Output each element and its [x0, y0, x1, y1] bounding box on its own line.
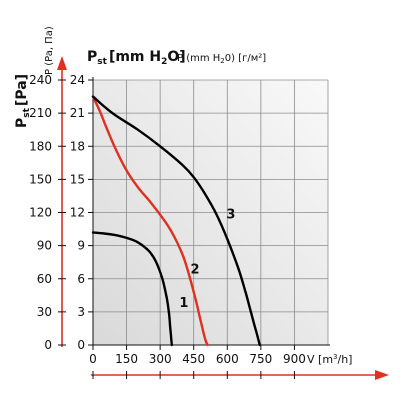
v-axis-arrowhead — [375, 370, 389, 380]
y-tick-label-mm: 24 — [70, 73, 85, 87]
series-3-line — [91, 95, 261, 347]
x-axis-title: V [m3/h] — [307, 353, 352, 366]
series-1-label: 1 — [179, 296, 188, 311]
pst-axis-title: Pst[Pa] — [14, 74, 32, 128]
y-tick-label-mm: 9 — [77, 239, 85, 253]
y-tick-label-mm: 12 — [70, 206, 85, 220]
x-tick-label: 0 — [89, 352, 97, 366]
x-tick-label: 300 — [149, 352, 172, 366]
y-tick-label-pa: 0 — [44, 338, 52, 352]
chart-subtitle: P (mm H20) [г/м²] — [177, 53, 266, 65]
x-tick-label: 750 — [249, 352, 272, 366]
y-tick-label-pa: 60 — [37, 272, 52, 286]
y-tick-label-pa: 30 — [37, 305, 52, 319]
grid — [93, 79, 329, 345]
series-2-label: 2 — [191, 263, 200, 278]
y-tick-label-mm: 18 — [70, 139, 85, 153]
chart-title: Pst [mm H2O] — [87, 49, 186, 67]
x-tick-label: 600 — [216, 352, 239, 366]
series-1-line — [91, 231, 173, 347]
series-3-label: 3 — [226, 208, 235, 223]
y-tick-label-pa: 90 — [37, 239, 52, 253]
y-tick-label-mm: 0 — [77, 338, 85, 352]
y-tick-label-pa: 210 — [29, 106, 52, 120]
x-tick-label: 150 — [115, 352, 138, 366]
y-tick-label-mm: 15 — [70, 172, 85, 186]
y-tick-label-pa: 180 — [29, 139, 52, 153]
y-tick-label-pa: 240 — [29, 73, 52, 87]
y-tick-label-pa: 120 — [29, 206, 52, 220]
y-tick-label-mm: 3 — [77, 305, 85, 319]
x-tick-label: 900 — [283, 352, 306, 366]
y-tick-label-mm: 21 — [70, 106, 85, 120]
pa-axis-arrowhead — [57, 56, 67, 70]
series-curves: 1 2 3 — [91, 95, 261, 347]
series-2-line — [91, 95, 209, 347]
y-tick-label-mm: 6 — [77, 272, 85, 286]
pa-axis-title: P (Pa, Па) — [44, 26, 55, 75]
x-tick-label: 450 — [182, 352, 205, 366]
y-tick-label-pa: 150 — [29, 172, 52, 186]
